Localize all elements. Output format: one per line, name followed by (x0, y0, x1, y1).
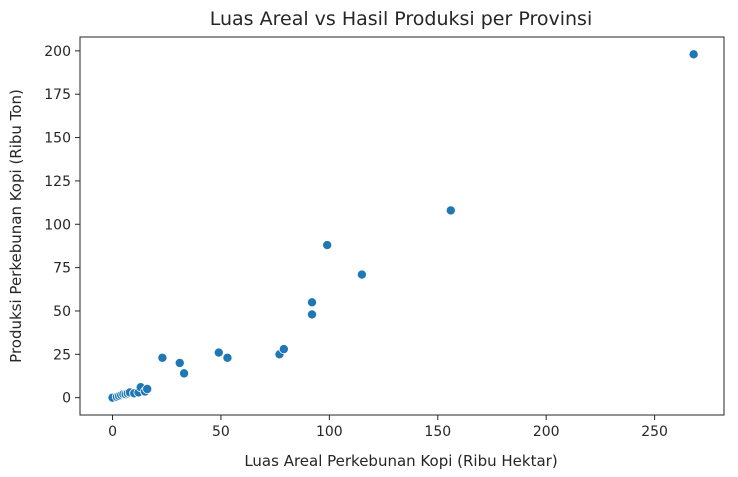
y-axis: 0 25 50 75 100 125 150 175 200 (44, 44, 80, 407)
y-tick-label: 75 (53, 261, 71, 277)
y-tick-label: 200 (44, 44, 71, 60)
y-tick-label: 100 (44, 217, 71, 233)
data-point (213, 347, 224, 358)
x-tick-label: 100 (316, 424, 343, 440)
y-tick-label: 125 (44, 174, 71, 190)
y-axis-label: Produksi Perkebunan Kopi (Ribu Ton) (7, 89, 25, 363)
data-point (278, 344, 289, 355)
data-point (174, 357, 185, 368)
data-point (688, 49, 699, 60)
data-point (307, 297, 318, 308)
data-points (107, 49, 699, 403)
x-axis: 0 50 100 150 200 250 (108, 415, 668, 440)
plot-frame (79, 36, 725, 416)
x-tick-label: 50 (212, 424, 230, 440)
data-point (307, 309, 318, 320)
x-axis-label: Luas Areal Perkebunan Kopi (Ribu Hektar) (244, 452, 557, 470)
data-point (222, 352, 233, 363)
data-point (142, 383, 153, 394)
x-tick-label: 0 (108, 424, 117, 440)
y-tick-label: 150 (44, 131, 71, 147)
y-tick-label: 25 (53, 347, 71, 363)
chart-title: Luas Areal vs Hasil Produksi per Provins… (210, 8, 592, 30)
data-point (445, 205, 456, 216)
x-tick-label: 250 (641, 424, 668, 440)
x-tick-label: 200 (533, 424, 560, 440)
y-tick-label: 0 (62, 391, 71, 407)
plot-area (79, 36, 725, 416)
y-tick-label: 175 (44, 87, 71, 103)
data-point (179, 368, 190, 379)
data-point (322, 240, 333, 251)
y-tick-label: 50 (53, 304, 71, 320)
x-tick-label: 150 (424, 424, 451, 440)
data-point (356, 269, 367, 280)
data-point (157, 352, 168, 363)
